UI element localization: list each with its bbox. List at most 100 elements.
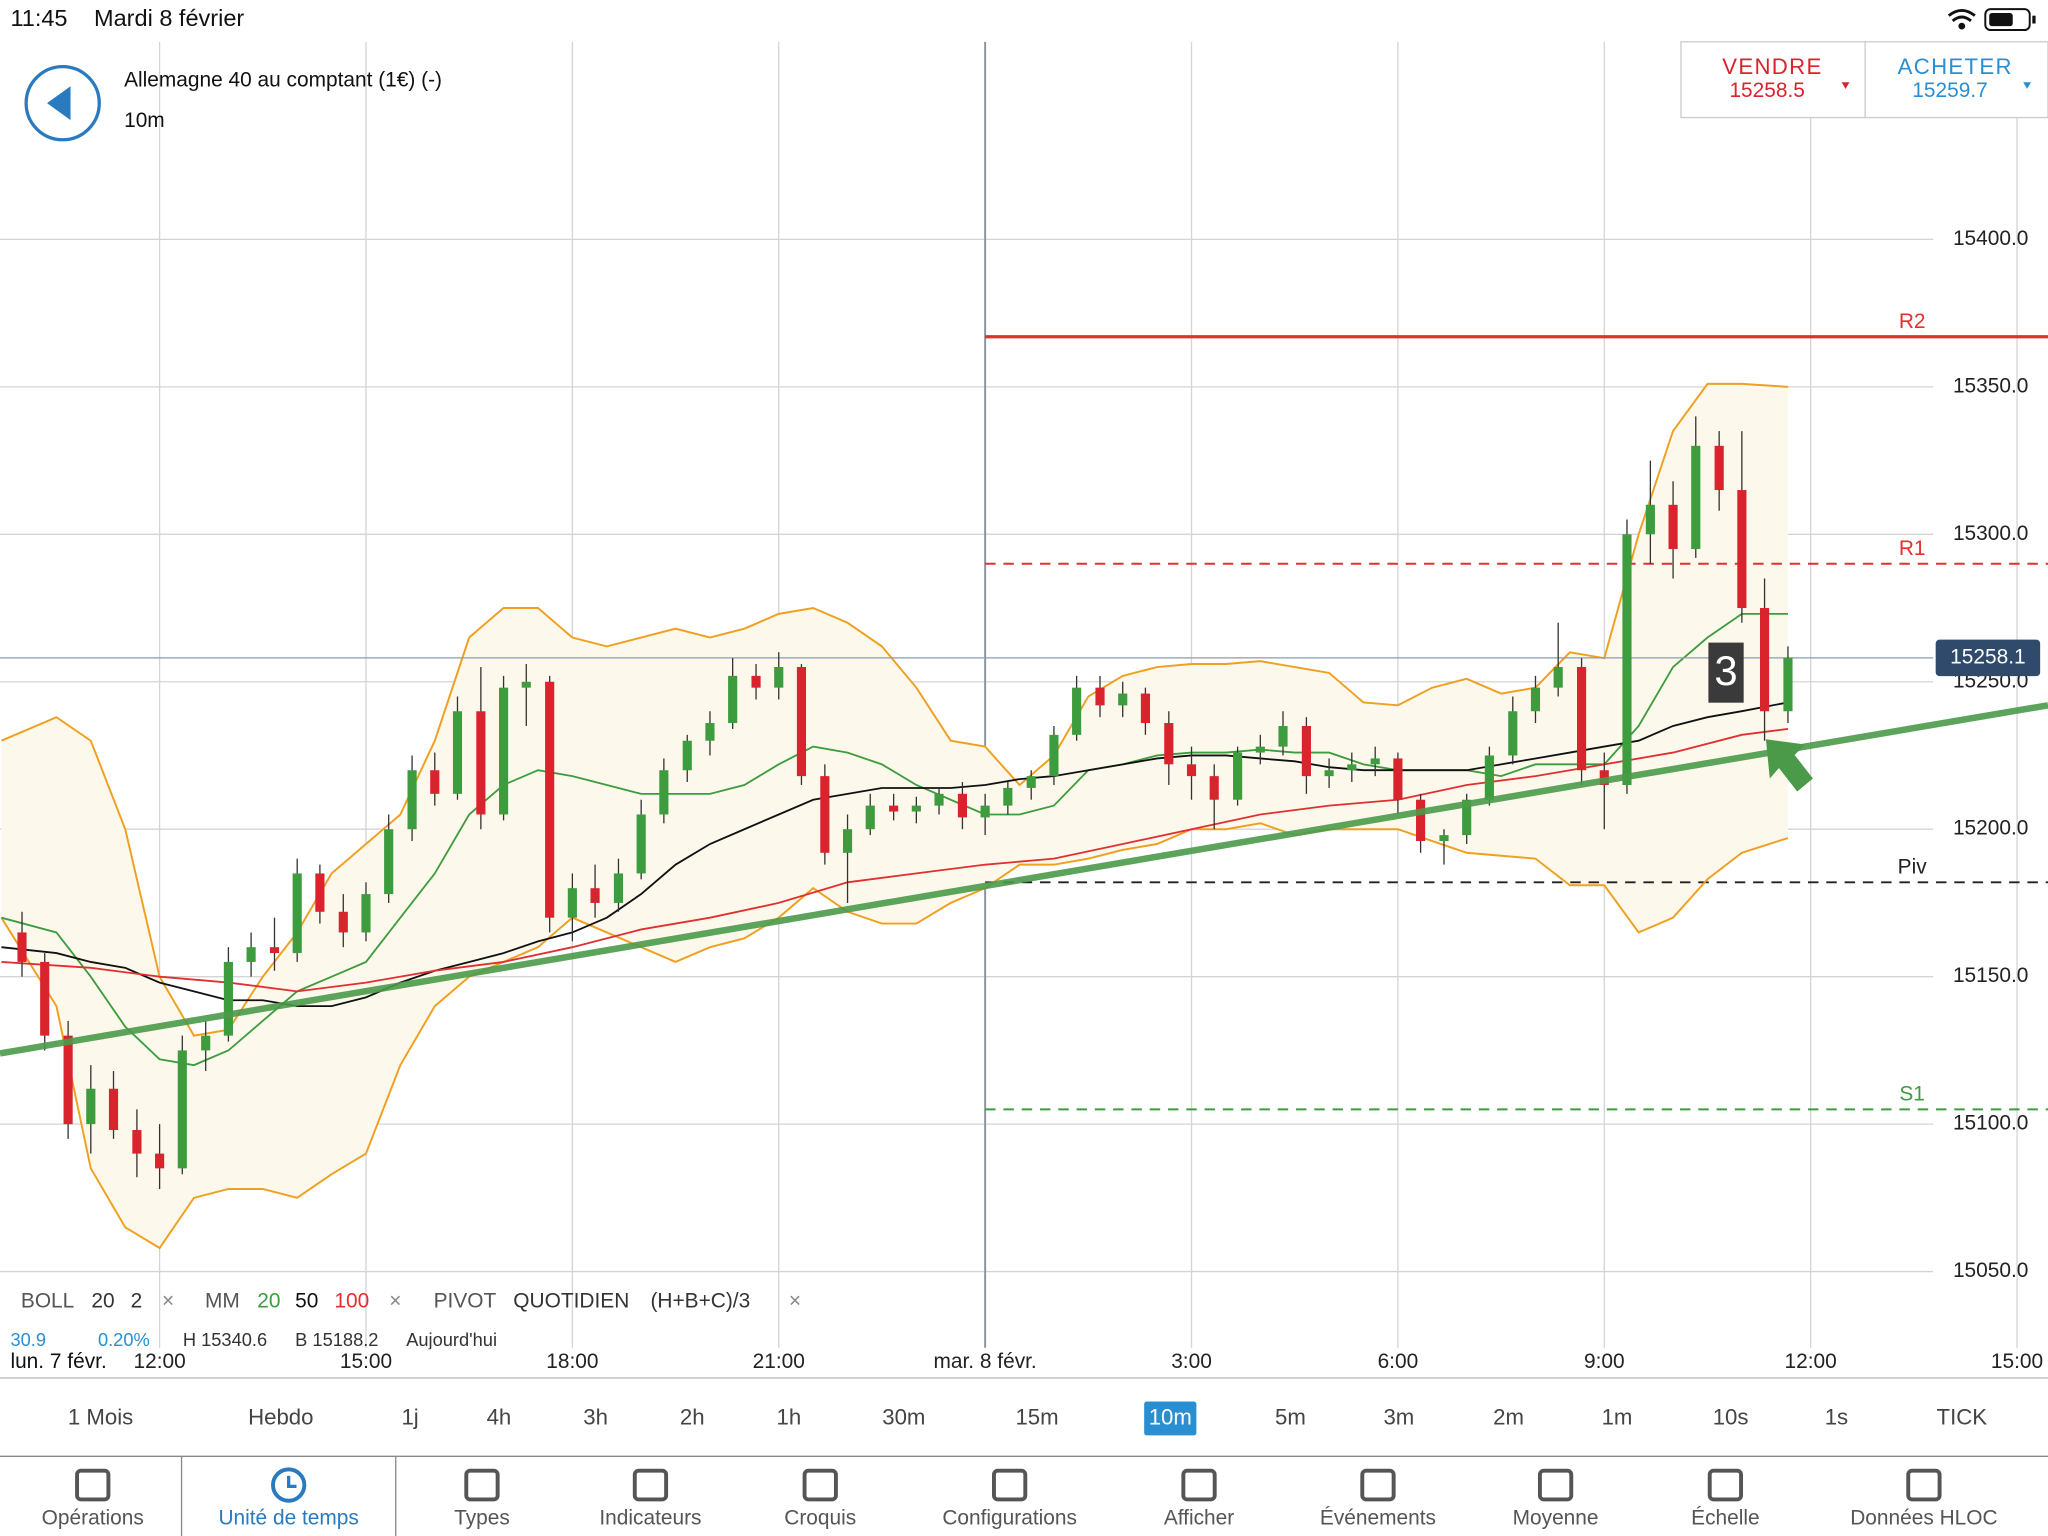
candle-body xyxy=(659,770,669,815)
tool-label[interactable]: Unité de temps xyxy=(218,1507,358,1530)
x-tick-label: 12:00 xyxy=(1785,1350,1837,1373)
timeframe-option[interactable]: 1j xyxy=(401,1404,418,1429)
timeframe-selected xyxy=(1144,1401,1197,1436)
candle-body xyxy=(1645,504,1655,535)
pivot-label: Piv xyxy=(1898,855,1928,878)
candle-body xyxy=(545,681,555,918)
tool-label[interactable]: Opérations xyxy=(42,1507,144,1530)
tool-label[interactable]: Afficher xyxy=(1164,1507,1234,1530)
timeframe-option[interactable]: 2h xyxy=(680,1404,705,1429)
moving-average xyxy=(1,701,1789,1008)
tool-label[interactable]: Échelle xyxy=(1691,1507,1759,1530)
candle-body xyxy=(361,894,371,933)
candle-body xyxy=(1759,608,1770,712)
timeframe-option[interactable]: 1h xyxy=(777,1404,802,1429)
candle-body xyxy=(1072,687,1082,735)
candle-body xyxy=(177,1050,187,1169)
indicator-legend[interactable]: × xyxy=(789,1290,801,1313)
indicator-legend[interactable]: × xyxy=(162,1290,174,1313)
timeframe-option[interactable]: 3h xyxy=(583,1404,608,1429)
timeframe-option[interactable]: TICK xyxy=(1937,1404,1988,1429)
timeframe-option[interactable]: 15m xyxy=(1015,1404,1058,1429)
indicator-value: 30.9 xyxy=(10,1329,46,1350)
timeframe-bar: 1 Mois Hebdo 1j 4h 3h 2h 1h 30m 15m 10m 5m 3m 2m 1m 10… xyxy=(68,1401,1988,1436)
timeframe-option[interactable]: 1 Mois xyxy=(68,1404,133,1429)
x-tick-label: 15:00 xyxy=(1991,1350,2043,1373)
sell-label: VENDRE xyxy=(1722,54,1822,79)
candle-body xyxy=(1118,693,1128,706)
candle-body xyxy=(63,1035,73,1125)
trend-arrow xyxy=(1765,739,1813,792)
timeframe-option[interactable]: 1s xyxy=(1825,1404,1848,1429)
candle-body xyxy=(1737,490,1747,609)
battery-icon xyxy=(1984,8,2036,32)
indicator-legend: 20 xyxy=(91,1290,114,1313)
candle-body xyxy=(1347,764,1357,771)
tool-label[interactable]: Configurations xyxy=(942,1507,1077,1530)
candle-body xyxy=(1622,534,1632,785)
x-tick-label: 21:00 xyxy=(753,1350,805,1373)
candle-body xyxy=(1714,445,1724,491)
candle-body xyxy=(269,947,280,954)
candle-body xyxy=(1301,725,1311,777)
timeframe-option[interactable]: 3m xyxy=(1383,1404,1414,1429)
candle-body xyxy=(1209,776,1219,800)
candle-body xyxy=(613,873,624,903)
candle-body xyxy=(1095,687,1105,706)
back-button[interactable] xyxy=(24,64,101,142)
timeframe-label: 10m xyxy=(124,109,165,132)
timeframe-option[interactable]: 2m xyxy=(1493,1404,1524,1429)
last-price-label: 15258.1 xyxy=(1950,645,2025,668)
pivot-label: S1 xyxy=(1899,1083,1925,1106)
tool-label[interactable]: Données HLOC xyxy=(1850,1507,1997,1530)
indicator-value: H 15340.6 xyxy=(183,1329,267,1350)
candle-body xyxy=(452,711,463,794)
overlay: 15050.015100.015150.015200.015250.015300… xyxy=(0,227,2048,1377)
timeframe-option[interactable]: 4h xyxy=(487,1404,512,1429)
buy-button[interactable]: ACHETER 15259.7 xyxy=(1864,41,2048,119)
indicator-value: B 15188.2 xyxy=(295,1329,378,1350)
candle-body xyxy=(1026,776,1036,788)
tool-icon xyxy=(632,1468,669,1502)
tool-icon xyxy=(1707,1468,1744,1502)
sell-price: 15258.5 xyxy=(1729,79,1804,102)
timeframe-option[interactable]: 1m xyxy=(1602,1404,1633,1429)
tool-label[interactable]: Indicateurs xyxy=(599,1507,701,1530)
bollinger-upper xyxy=(1,382,1789,1037)
candle-body xyxy=(865,805,875,830)
timeframe-option[interactable]: 5m xyxy=(1275,1404,1306,1429)
candle-body xyxy=(1462,799,1472,836)
candle-body xyxy=(751,675,761,688)
tool-icon xyxy=(75,1468,111,1502)
tool-icon xyxy=(1181,1468,1217,1502)
timeframe-option[interactable]: 10m xyxy=(1149,1404,1192,1429)
bollinger-lower xyxy=(0,822,1789,1250)
tool-label[interactable]: Événements xyxy=(1320,1507,1436,1530)
y-tick-label: 15300.0 xyxy=(1953,522,2028,545)
tool-icon xyxy=(464,1468,500,1502)
tool-label[interactable]: Croquis xyxy=(784,1507,856,1530)
candle-body xyxy=(1278,725,1288,747)
timeframe-option[interactable]: Hebdo xyxy=(248,1404,313,1429)
indicator-legend[interactable]: × xyxy=(389,1290,401,1313)
buy-label: ACHETER xyxy=(1898,54,2013,79)
timeframe-option[interactable]: 10s xyxy=(1713,1404,1749,1429)
candle-body xyxy=(1508,711,1518,756)
tool-icon xyxy=(802,1468,838,1502)
candle-body xyxy=(521,681,531,688)
candle-body xyxy=(1393,758,1403,800)
y-tick-label: 15200.0 xyxy=(1953,817,2028,840)
y-tick-label: 15350.0 xyxy=(1953,374,2028,397)
candle-body xyxy=(889,805,899,812)
timeframe-option[interactable]: 30m xyxy=(882,1404,925,1429)
pivot-label: R1 xyxy=(1899,537,1926,560)
tool-label[interactable]: Moyenne xyxy=(1513,1507,1599,1530)
tool-label[interactable]: Types xyxy=(454,1507,510,1530)
indicator-value: 0.20% xyxy=(98,1329,150,1350)
tool-icon xyxy=(1360,1468,1396,1502)
sell-button[interactable]: VENDRE 15258.5 xyxy=(1680,41,1866,119)
candle-body xyxy=(1049,734,1059,777)
candle-body xyxy=(1140,693,1150,724)
indicator-legend: MM xyxy=(205,1290,240,1313)
